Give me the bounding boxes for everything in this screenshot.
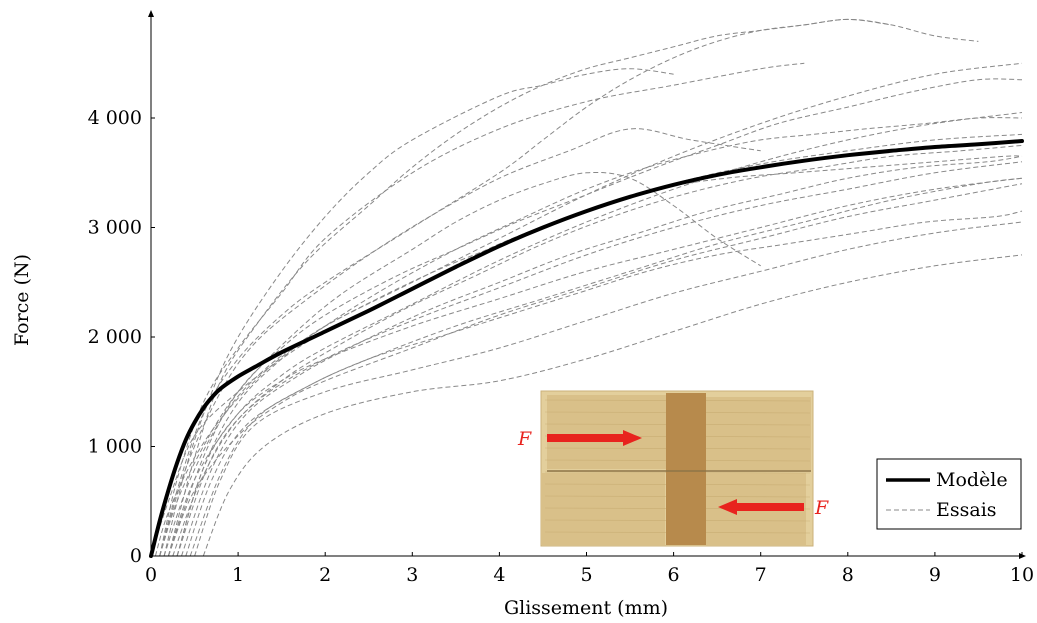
force-label-left: F (517, 428, 532, 450)
y-tick-label: 1 000 (88, 436, 142, 458)
specimen-block-bottom-left (541, 473, 665, 545)
essais-curve-17 (181, 155, 1023, 557)
force-label-right: F (814, 497, 829, 519)
x-tick-label: 4 (493, 564, 505, 586)
specimen-block-top-right (706, 397, 811, 470)
model-layer (149, 139, 1024, 558)
essais-curve-0 (150, 133, 1023, 557)
force-arrow-left-shaft (547, 434, 625, 442)
essais-curve-12 (185, 177, 1023, 557)
specimen-central-lamella (666, 393, 706, 545)
x-tick-label: 9 (929, 564, 941, 586)
essais-curve-20 (189, 210, 1023, 557)
essais-curve-3 (167, 18, 892, 557)
force-arrow-left-icon (718, 499, 737, 515)
essais-curve-14 (167, 78, 1023, 557)
essais-curve-9 (167, 183, 1023, 557)
x-tick-label: 7 (755, 564, 767, 586)
essais-layer (150, 18, 1023, 557)
essais-curve-13 (159, 171, 761, 557)
essais-curve-16 (154, 117, 1023, 557)
y-tick-label: 2 000 (88, 326, 142, 348)
x-tick-label: 5 (580, 564, 592, 586)
force-arrow-right-icon (623, 430, 642, 446)
y-axis-arrow-icon (148, 10, 154, 17)
y-tick-label: 0 (130, 545, 142, 567)
essais-curve-19 (163, 155, 1023, 557)
essais-curve-2 (163, 68, 674, 557)
essais-curve-7 (159, 128, 761, 557)
x-tick-label: 8 (842, 564, 854, 586)
x-tick-label: 2 (319, 564, 331, 586)
y-tick-label: 3 000 (88, 217, 142, 239)
x-tick-label: 0 (145, 564, 157, 586)
essais-curve-15 (176, 177, 1023, 557)
essais-curve-4 (159, 18, 979, 557)
specimen-block-top-left (547, 395, 668, 469)
force-arrow-right-shaft (735, 503, 804, 511)
essais-curve-5 (176, 62, 1023, 557)
ticks-layer: 0 1 2 3 4 5 6 7 8 9 10 0 1 000 2 000 3 000 4 000 (88, 107, 1035, 586)
legend: Modèle Essais (876, 458, 1022, 530)
y-tick-label: 4 000 (88, 107, 142, 129)
essais-curve-18 (172, 144, 1023, 557)
legend-box (876, 458, 1022, 530)
essais-curve-10 (194, 221, 1023, 557)
specimen-photo-inset: FF (517, 390, 829, 547)
legend-label-modele: Modèle (936, 469, 1008, 491)
x-tick-label: 6 (668, 564, 680, 586)
y-axis-label: Force (N) (11, 254, 33, 346)
modele-curve (149, 139, 1024, 558)
x-tick-label: 3 (406, 564, 418, 586)
x-axis-label: Glissement (mm) (504, 597, 668, 619)
x-tick-label: 1 (232, 564, 244, 586)
essais-curve-8 (176, 161, 1023, 557)
x-tick-label: 10 (1010, 564, 1034, 586)
legend-label-essais: Essais (936, 499, 997, 521)
